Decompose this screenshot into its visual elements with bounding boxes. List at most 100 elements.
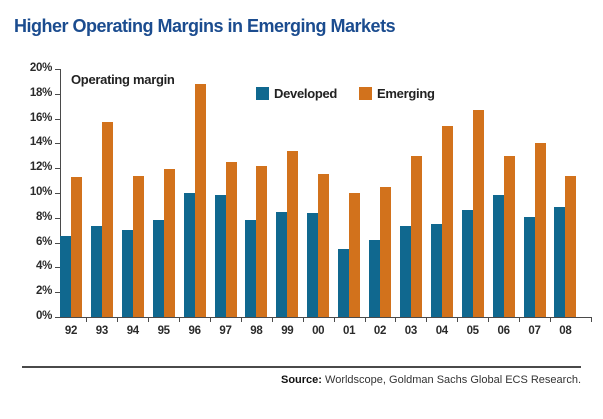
x-tick-label-96: 96 [188, 325, 201, 337]
x-tick-label-92: 92 [64, 325, 78, 337]
bar-emerging-07 [534, 143, 546, 317]
bar-emerging-94 [132, 175, 144, 317]
x-tick-label-97: 97 [219, 325, 232, 337]
y-axis [60, 69, 61, 317]
bar-developed-07 [523, 216, 535, 317]
x-tick [271, 317, 273, 322]
legend-label-developed: Developed [274, 86, 338, 101]
x-tick-label-07: 07 [528, 325, 541, 337]
legend-label-emerging: Emerging [377, 86, 435, 101]
x-tick [426, 317, 428, 322]
bar-developed-93 [90, 226, 102, 317]
y-tick-label-20: 20% [29, 62, 52, 74]
bar-developed-96 [183, 193, 195, 317]
y-tick-label-6: 6% [35, 235, 52, 248]
bar-emerging-95 [163, 169, 175, 317]
y-tick [55, 193, 60, 194]
bar-emerging-06 [503, 155, 515, 317]
bar-developed-92 [60, 236, 71, 317]
x-tick-label-01: 01 [342, 325, 356, 337]
source-note: Source: Worldscope, Goldman Sachs Global… [22, 374, 581, 386]
legend-item-developed: Developed [256, 86, 337, 101]
x-tick-label-06: 06 [497, 325, 510, 337]
y-tick [55, 267, 60, 269]
bar-emerging-03 [410, 155, 422, 317]
bar-developed-95 [152, 220, 164, 317]
x-tick-label-93: 93 [95, 325, 109, 337]
source-divider [22, 366, 581, 368]
bar-emerging-93 [101, 122, 113, 317]
source-label: Source: [281, 374, 322, 386]
x-tick [117, 317, 119, 322]
y-tick [55, 317, 60, 318]
bar-developed-03 [399, 226, 411, 317]
x-tick [364, 317, 366, 322]
bar-emerging-97 [225, 162, 237, 317]
bar-developed-06 [492, 195, 504, 317]
x-tick [210, 317, 212, 322]
y-tick-label-10: 10% [29, 186, 52, 198]
x-tick [333, 317, 335, 322]
x-tick-label-95: 95 [157, 325, 171, 337]
bar-developed-08 [554, 206, 566, 317]
bar-emerging-05 [472, 109, 484, 317]
bar-emerging-96 [194, 83, 206, 317]
x-axis [60, 317, 591, 318]
x-tick-label-03: 03 [404, 325, 418, 337]
y-tick [55, 217, 60, 219]
x-tick [519, 317, 521, 322]
y-tick-label-2: 2% [35, 285, 52, 298]
bar-emerging-00 [318, 174, 330, 317]
y-tick-label-12: 12% [29, 161, 52, 174]
x-tick [591, 317, 592, 322]
bar-developed-97 [214, 195, 226, 317]
y-tick [55, 292, 60, 294]
bar-developed-98 [245, 220, 257, 317]
bar-emerging-08 [565, 175, 577, 317]
x-tick-label-98: 98 [250, 325, 263, 337]
legend-item-emerging: Emerging [359, 86, 435, 101]
x-tick [488, 317, 490, 322]
y-tick-label-14: 14% [29, 136, 52, 149]
y-tick-label-0: 0% [35, 310, 52, 322]
x-tick [549, 317, 551, 322]
x-tick [179, 317, 181, 322]
x-tick [302, 317, 304, 322]
x-tick [148, 317, 150, 322]
x-tick-label-05: 05 [466, 325, 480, 337]
bar-emerging-04 [441, 126, 453, 317]
bar-developed-94 [121, 230, 133, 317]
x-tick-label-04: 04 [435, 325, 449, 337]
x-tick [240, 317, 242, 322]
x-tick [86, 317, 88, 322]
source-text: Worldscope, Goldman Sachs Global ECS Res… [321, 374, 581, 386]
y-tick-label-4: 4% [35, 260, 52, 273]
x-tick [457, 317, 459, 322]
bar-emerging-01 [349, 193, 361, 317]
bar-developed-02 [369, 240, 380, 317]
bar-developed-99 [276, 211, 288, 317]
legend-swatch-developed [256, 87, 269, 100]
y-tick [55, 69, 60, 70]
y-tick [55, 168, 60, 170]
x-tick-label-08: 08 [559, 325, 572, 337]
x-tick [395, 317, 397, 322]
bar-emerging-98 [256, 165, 268, 317]
x-tick-label-00: 00 [312, 325, 325, 337]
bar-developed-05 [461, 210, 473, 317]
bar-developed-01 [338, 248, 350, 317]
y-tick [55, 93, 60, 95]
page-title: Higher Operating Margins in Emerging Mar… [14, 16, 396, 36]
x-tick-label-94: 94 [126, 325, 140, 337]
legend-swatch-emerging [359, 87, 373, 100]
y-tick [55, 118, 60, 120]
y-tick-label-16: 16% [29, 111, 52, 124]
chart-legend: Developed Emerging [256, 86, 435, 101]
bar-emerging-02 [380, 186, 391, 317]
axis-title: Operating margin [71, 72, 175, 87]
y-tick [55, 242, 60, 244]
x-tick-label-99: 99 [281, 325, 294, 337]
y-tick-label-18: 18% [29, 86, 52, 99]
